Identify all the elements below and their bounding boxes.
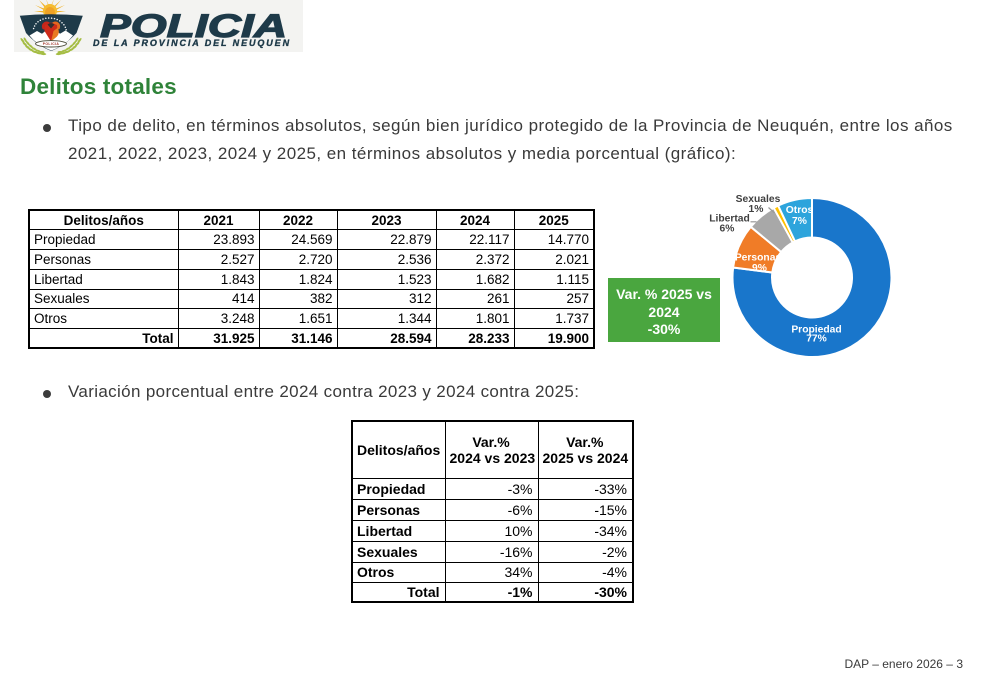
svg-text:POLICIA: POLICIA	[43, 42, 60, 46]
svg-text:77%: 77%	[806, 334, 827, 345]
svg-text:1%: 1%	[749, 204, 764, 215]
svg-text:Otros: Otros	[786, 205, 814, 216]
svg-text:9%: 9%	[752, 263, 767, 274]
svg-text:Sexuales: Sexuales	[736, 194, 781, 205]
svg-text:6%: 6%	[720, 224, 735, 235]
svg-text:Personas: Personas	[735, 253, 782, 264]
svg-text:7%: 7%	[792, 216, 807, 227]
svg-text:Libertad: Libertad	[709, 213, 750, 224]
svg-text:Propiedad: Propiedad	[791, 325, 841, 336]
